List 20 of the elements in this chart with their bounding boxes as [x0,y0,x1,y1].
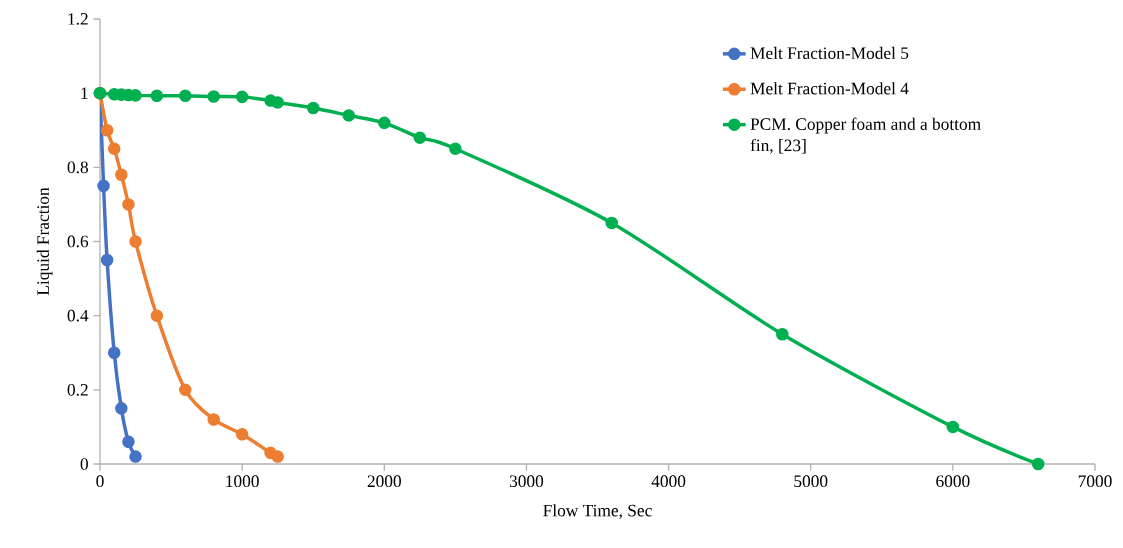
x-tick-label: 5000 [794,475,828,488]
x-tick-label: 4000 [651,475,686,488]
y-tick-label: 0.4 [67,309,89,322]
x-tick-label: 6000 [936,475,970,488]
legend-label: Melt Fraction-Model 4 [750,82,909,95]
y-tick-label: 0.6 [67,235,89,248]
legend-label: PCM. Copper foam and a bottom fin, [23] [750,117,981,154]
y-tick-label: 0.8 [67,161,88,174]
x-tick-label: 2000 [367,475,401,488]
x-tick-label: 3000 [509,475,544,488]
x-axis-title: Flow Time, Sec [543,504,652,519]
y-tick-label: 0.2 [67,383,88,396]
y-axis-title: Liquid Fraction [36,187,53,296]
y-tick-label: 1 [81,87,88,99]
y-tick-label: 0 [80,458,88,470]
legend-label: Melt Fraction-Model 5 [750,46,909,60]
y-tick-label: 1.2 [68,13,88,25]
x-tick-label: 1000 [226,475,259,488]
x-tick-label: 7000 [1078,475,1112,488]
x-tick-label: 0 [96,475,104,488]
